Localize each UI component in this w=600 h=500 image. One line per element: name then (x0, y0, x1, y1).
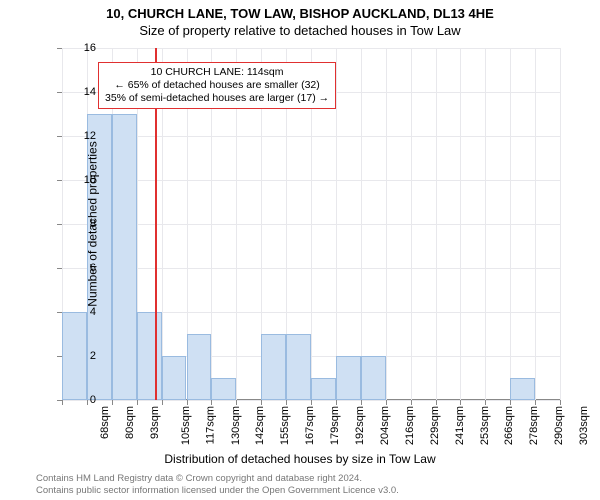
x-tick-label: 117sqm (204, 406, 216, 444)
histogram-bar (137, 312, 162, 400)
reference-annotation: 10 CHURCH LANE: 114sqm ← 65% of detached… (98, 62, 336, 109)
y-tick-label: 8 (66, 218, 96, 230)
x-tick-label: 192sqm (354, 406, 366, 445)
histogram-bar (261, 334, 286, 400)
x-tick-label: 216sqm (404, 406, 416, 445)
histogram-bar (336, 356, 361, 400)
x-tick (460, 400, 461, 405)
x-tick (311, 400, 312, 405)
annotation-line1: 10 CHURCH LANE: 114sqm (105, 66, 329, 79)
y-tick-label: 14 (66, 86, 96, 98)
annotation-line3: 35% of semi-detached houses are larger (… (105, 92, 329, 105)
histogram-bar (112, 114, 137, 400)
y-tick-label: 6 (66, 262, 96, 274)
x-tick-label: 68sqm (99, 406, 111, 439)
x-tick (261, 400, 262, 405)
x-tick (535, 400, 536, 405)
annotation-line2: ← 65% of detached houses are smaller (32… (105, 79, 329, 92)
x-tick-label: 130sqm (230, 406, 242, 445)
x-tick (112, 400, 113, 405)
title-subtitle: Size of property relative to detached ho… (0, 23, 600, 38)
histogram-bar (187, 334, 212, 400)
gridline-v (460, 48, 461, 400)
x-tick-label: 93sqm (149, 406, 161, 439)
gridline-v (436, 48, 437, 400)
gridline-v (535, 48, 536, 400)
x-tick (361, 400, 362, 405)
gridline-v (510, 48, 511, 400)
x-tick-label: 155sqm (279, 406, 291, 445)
chart-title: 10, CHURCH LANE, TOW LAW, BISHOP AUCKLAN… (0, 0, 600, 38)
x-tick (485, 400, 486, 405)
x-tick-label: 179sqm (329, 406, 341, 445)
x-tick-label: 253sqm (479, 406, 491, 445)
y-tick-label: 10 (66, 174, 96, 186)
x-tick (211, 400, 212, 405)
x-tick-label: 167sqm (304, 406, 316, 445)
y-tick-label: 2 (66, 350, 96, 362)
x-tick-label: 142sqm (255, 406, 267, 445)
histogram-bar (361, 356, 386, 400)
x-tick (386, 400, 387, 405)
gridline-v (485, 48, 486, 400)
histogram-bar (311, 378, 336, 400)
x-tick-label: 290sqm (553, 406, 565, 445)
x-tick-label: 80sqm (124, 406, 136, 439)
histogram-bar (510, 378, 535, 400)
gridline-v (386, 48, 387, 400)
x-axis-label: Distribution of detached houses by size … (0, 452, 600, 466)
histogram-chart: 10 CHURCH LANE: 114sqm ← 65% of detached… (62, 48, 560, 400)
x-tick (411, 400, 412, 405)
x-tick (560, 400, 561, 405)
y-tick-label: 16 (66, 42, 96, 54)
y-tick-label: 0 (66, 394, 96, 406)
x-tick (436, 400, 437, 405)
x-tick-label: 241sqm (454, 406, 466, 445)
attribution-footer: Contains HM Land Registry data © Crown c… (36, 473, 399, 496)
gridline-v (411, 48, 412, 400)
histogram-bar (211, 378, 236, 400)
x-tick-label: 204sqm (379, 406, 391, 445)
x-tick-label: 229sqm (429, 406, 441, 445)
gridline-v (361, 48, 362, 400)
x-tick (236, 400, 237, 405)
x-tick (187, 400, 188, 405)
x-tick-label: 278sqm (528, 406, 540, 445)
y-tick-label: 4 (66, 306, 96, 318)
footer-line1: Contains HM Land Registry data © Crown c… (36, 473, 399, 484)
x-tick (286, 400, 287, 405)
histogram-bar (286, 334, 311, 400)
x-tick (137, 400, 138, 405)
footer-line2: Contains public sector information licen… (36, 485, 399, 496)
x-tick-label: 105sqm (180, 406, 192, 445)
histogram-bar (162, 356, 187, 400)
gridline-v (560, 48, 561, 400)
title-address: 10, CHURCH LANE, TOW LAW, BISHOP AUCKLAN… (0, 6, 600, 21)
x-tick (510, 400, 511, 405)
y-tick-label: 12 (66, 130, 96, 142)
x-tick (162, 400, 163, 405)
x-tick-label: 303sqm (578, 406, 590, 445)
x-tick-label: 266sqm (504, 406, 516, 445)
x-tick (62, 400, 63, 405)
x-tick (336, 400, 337, 405)
